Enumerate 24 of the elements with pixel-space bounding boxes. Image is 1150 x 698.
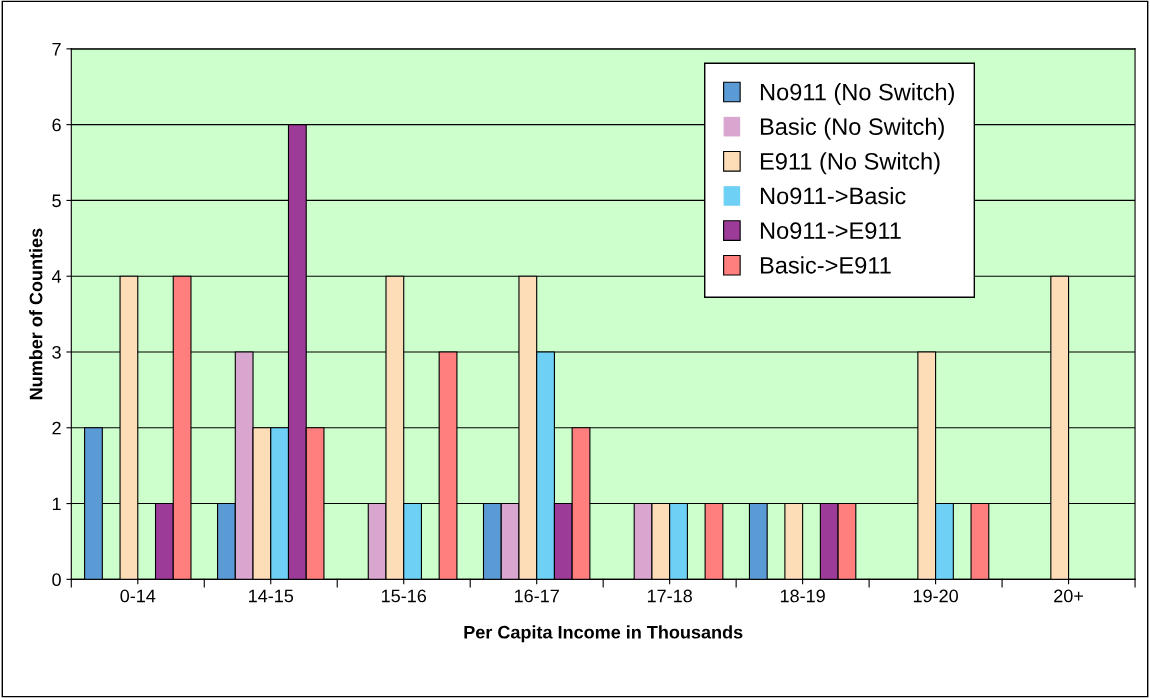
x-tick-label: 0-14: [120, 589, 156, 603]
legend-label: E911 (No Switch): [760, 152, 940, 175]
x-tick-label: 15-16: [382, 589, 427, 603]
legend-label: Basic (No Switch): [760, 117, 944, 140]
y-tick-label: 6: [52, 118, 61, 132]
x-tick-label: 19-20: [913, 589, 958, 603]
x-tick-label: 18-19: [780, 589, 825, 603]
y-tick-label: 2: [52, 421, 61, 435]
x-tick-label: 17-18: [647, 589, 692, 603]
y-tick-label: 7: [52, 42, 61, 56]
y-axis-title: Number of Counties: [29, 228, 43, 400]
x-tick-label: 20+: [1054, 589, 1083, 603]
x-tick-label: 14-15: [249, 589, 294, 603]
y-tick-label: 1: [52, 497, 61, 511]
y-tick-label: 5: [52, 194, 61, 208]
legend-label: Basic->E911: [760, 256, 891, 274]
legend-label: No911->Basic: [760, 186, 906, 205]
legend-label: No911->E911: [760, 222, 901, 239]
legend-label: No911 (No Switch): [760, 83, 954, 106]
x-tick-label: 16-17: [514, 589, 559, 603]
y-tick-label: 4: [51, 270, 62, 283]
y-tick-label: 0: [52, 573, 61, 587]
x-axis-title: Per Capita Income in Thousands: [464, 625, 743, 643]
y-tick-label: 3: [52, 345, 61, 359]
